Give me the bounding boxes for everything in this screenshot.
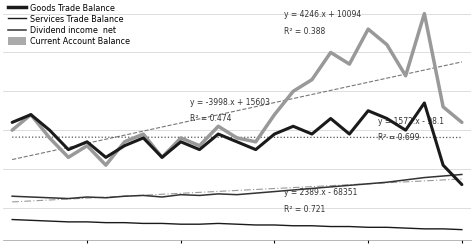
Text: y = -3998.x + 15603: y = -3998.x + 15603 [190,98,270,107]
Text: y = 1572.x - 98.1: y = 1572.x - 98.1 [377,117,444,126]
Text: R² = 0.474: R² = 0.474 [190,114,232,123]
Text: R² = 0.388: R² = 0.388 [284,27,325,35]
Text: R² = 0.699: R² = 0.699 [377,134,419,142]
Text: y = 4246.x + 10094: y = 4246.x + 10094 [284,10,361,19]
Text: y = 2389.x - 68351: y = 2389.x - 68351 [284,188,357,197]
Text: R² = 0.721: R² = 0.721 [284,205,325,214]
Legend: Goods Trade Balance, Services Trade Balance, Dividend income  net, Current Accou: Goods Trade Balance, Services Trade Bala… [7,2,132,47]
